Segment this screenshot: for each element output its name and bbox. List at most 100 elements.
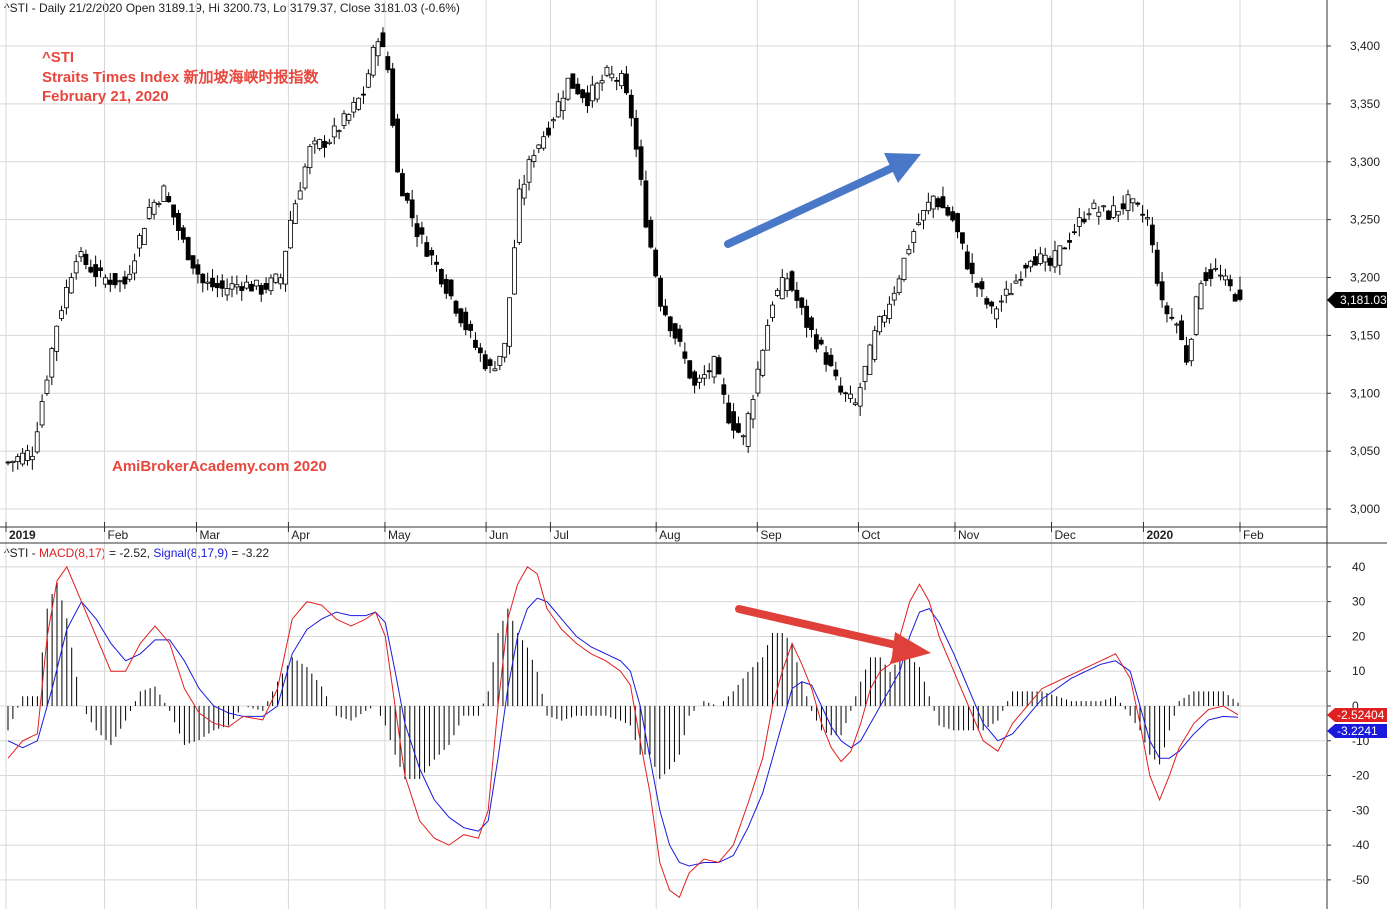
candle-down xyxy=(964,251,970,270)
candle-up xyxy=(141,228,147,245)
signal-last-badge: -3.2241 xyxy=(1327,724,1387,738)
candle-up xyxy=(770,304,775,319)
candle-down xyxy=(628,94,634,119)
signal-line xyxy=(7,597,1239,867)
candle-down xyxy=(322,140,327,148)
candle-down xyxy=(1159,281,1165,301)
month-label: Feb xyxy=(1243,528,1264,542)
candle-up xyxy=(998,300,1004,303)
candle-up xyxy=(565,77,571,100)
index-name-annotation: Straits Times Index 新加坡海峡时报指数 xyxy=(42,68,319,86)
price-tick-label: 3,150 xyxy=(1350,328,1380,342)
candle-down xyxy=(648,220,654,248)
candle-down xyxy=(1062,247,1068,250)
price-last-value: 3,181.03 xyxy=(1340,293,1387,307)
candle-up xyxy=(560,97,566,112)
candle-up xyxy=(862,365,868,382)
candle-up xyxy=(502,342,508,358)
candle-up xyxy=(867,344,873,375)
candle-up xyxy=(745,413,751,447)
month-label: Jun xyxy=(489,528,508,542)
candle-down xyxy=(570,73,576,89)
candle-up xyxy=(604,66,610,76)
candle-up xyxy=(930,195,936,210)
candle-up xyxy=(49,348,55,378)
month-label: Nov xyxy=(958,528,979,542)
candle-down xyxy=(93,264,99,277)
candle-down xyxy=(643,180,649,228)
candle-down xyxy=(1106,210,1111,220)
candle-down xyxy=(404,192,410,201)
candle-up xyxy=(1145,217,1150,220)
candle-up xyxy=(1222,275,1228,281)
watermark: AmiBrokerAcademy.com 2020 xyxy=(112,458,327,475)
candle-down xyxy=(935,198,941,208)
candle-down xyxy=(83,253,89,266)
candle-up xyxy=(765,325,771,351)
candle-up xyxy=(619,73,624,87)
candle-up xyxy=(760,349,766,376)
candle-up xyxy=(536,144,542,149)
month-label: 2020 xyxy=(1146,528,1173,542)
candle-up xyxy=(1037,253,1043,264)
price-tick-label: 3,000 xyxy=(1350,502,1380,516)
candle-up xyxy=(852,402,858,405)
candle-down xyxy=(979,281,985,290)
candle-down xyxy=(1184,345,1189,363)
candle-up xyxy=(526,159,532,183)
candle-down xyxy=(716,357,722,375)
candle-down xyxy=(667,316,673,332)
macd-header-prefix: ^STI - xyxy=(4,546,39,560)
macd-line xyxy=(7,565,1239,899)
candle-down xyxy=(463,311,469,331)
candle-down xyxy=(98,267,103,271)
candle-up xyxy=(234,284,240,288)
candle-down xyxy=(258,285,264,295)
date-annotation: February 21, 2020 xyxy=(42,88,169,105)
candle-up xyxy=(531,155,537,162)
candle-down xyxy=(799,297,805,308)
candle-up xyxy=(307,146,313,169)
candle-down xyxy=(585,92,590,107)
candle-up xyxy=(877,316,883,333)
month-label: Dec xyxy=(1055,528,1076,542)
candle-up xyxy=(774,289,780,296)
macd-header-label: MACD(8,17) xyxy=(39,546,106,560)
candle-down xyxy=(989,301,995,307)
candle-down xyxy=(438,269,444,285)
candle-up xyxy=(1057,245,1063,266)
candle-up xyxy=(1008,293,1014,296)
month-label: 2019 xyxy=(9,528,36,542)
candle-up xyxy=(278,277,284,285)
price-tick-label: 3,050 xyxy=(1350,444,1380,458)
candle-down xyxy=(239,286,245,291)
candle-up xyxy=(1042,254,1048,263)
candle-down xyxy=(190,255,196,269)
candle-up xyxy=(916,222,922,225)
candle-down xyxy=(249,283,254,292)
candle-down xyxy=(950,211,956,221)
candle-down xyxy=(1232,294,1238,302)
candle-down xyxy=(477,347,483,354)
candle-up xyxy=(1193,296,1199,335)
candle-up xyxy=(44,379,50,394)
candle-up xyxy=(896,278,902,293)
signal-header-label: Signal(8,17,9) xyxy=(153,546,228,560)
candle-up xyxy=(244,281,250,289)
candle-down xyxy=(1164,305,1170,315)
candle-down xyxy=(682,351,688,359)
candle-down xyxy=(614,79,620,82)
candle-down xyxy=(653,249,659,277)
candlesticks xyxy=(5,27,1243,472)
price-tick-label: 3,250 xyxy=(1350,213,1380,227)
candle-down xyxy=(424,242,430,257)
candle-up xyxy=(151,201,157,215)
candle-down xyxy=(726,402,732,424)
candle-up xyxy=(882,315,887,323)
candle-up xyxy=(512,247,517,295)
candle-down xyxy=(434,261,439,265)
candle-down xyxy=(809,317,814,331)
candle-down xyxy=(380,32,386,48)
candle-down xyxy=(263,283,269,290)
candle-up xyxy=(156,203,162,205)
